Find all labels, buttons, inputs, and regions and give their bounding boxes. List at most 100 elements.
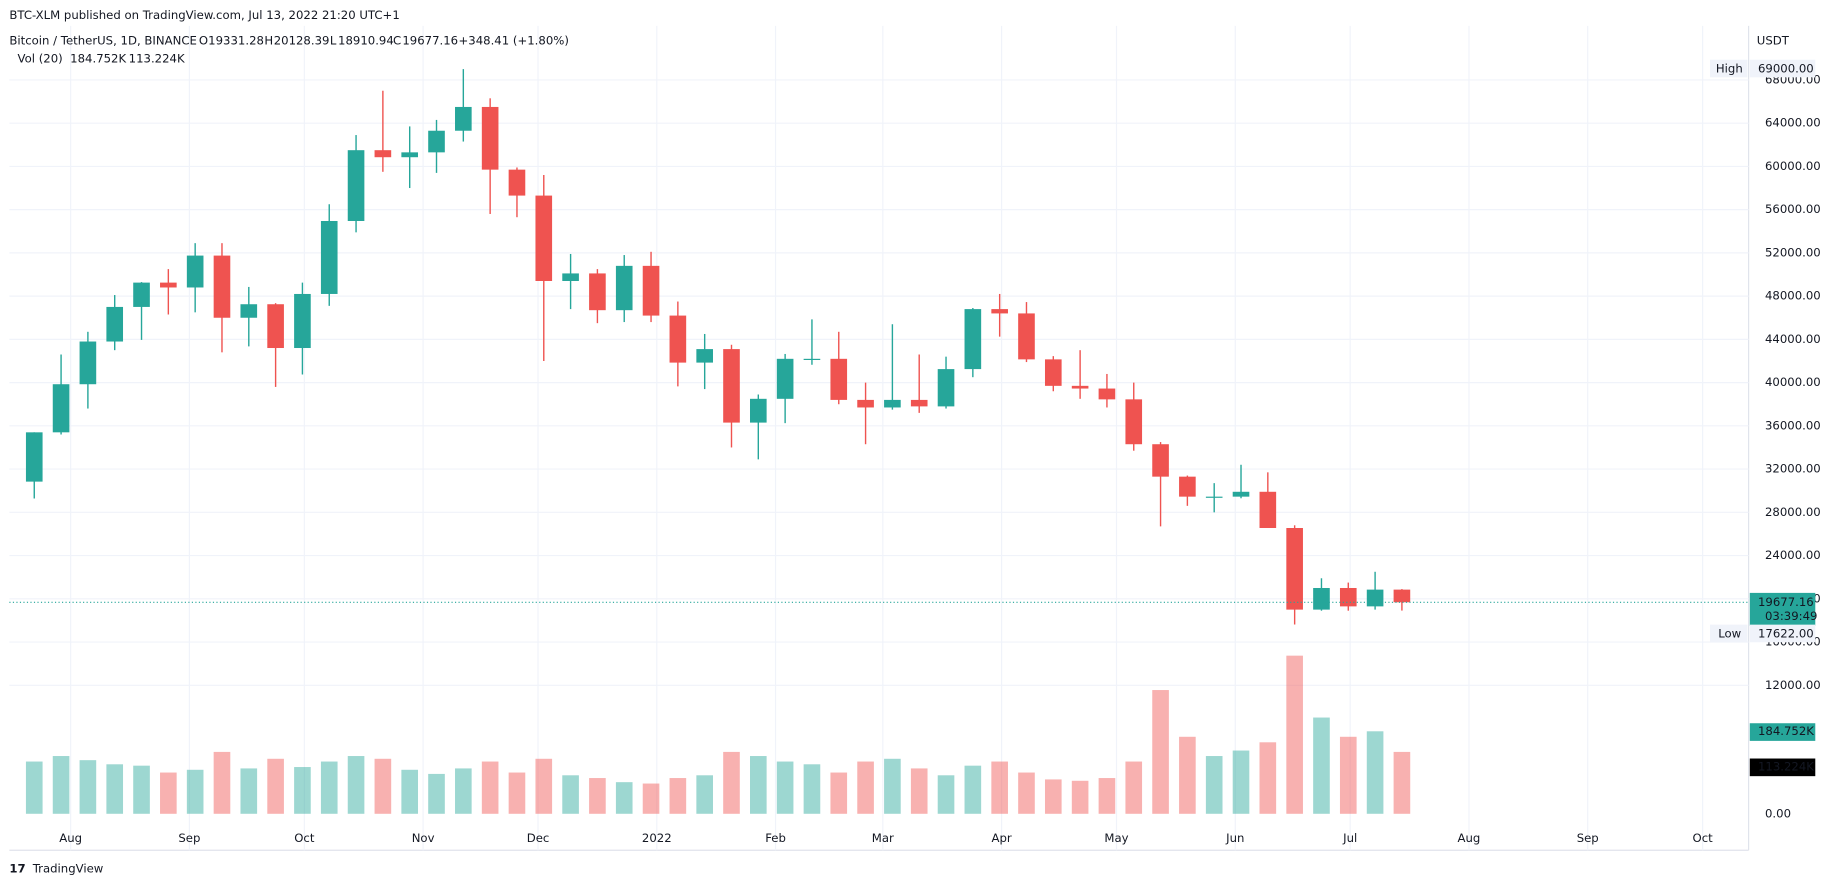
volume-bar bbox=[562, 775, 579, 814]
volume-bar bbox=[1179, 736, 1196, 814]
countdown-tag: 03:39:49 bbox=[1765, 609, 1817, 623]
vol-ma-value: 113.224K bbox=[129, 51, 185, 65]
candle-body bbox=[535, 195, 553, 281]
volume-bar bbox=[455, 768, 472, 814]
volume-bar bbox=[267, 758, 284, 814]
y-tick-label: 12000.00 bbox=[1765, 678, 1821, 692]
candle-body bbox=[669, 315, 687, 363]
low-tag-title: Low bbox=[1718, 627, 1741, 641]
y-tick-label: 32000.00 bbox=[1765, 462, 1821, 476]
candle-body bbox=[884, 399, 901, 408]
volume-bar bbox=[160, 772, 177, 814]
header-text: 19677.16 bbox=[402, 34, 458, 48]
high-tag-title: High bbox=[1716, 62, 1743, 76]
vol-tag-bg bbox=[1749, 723, 1816, 741]
candle-body bbox=[1393, 589, 1411, 603]
volume-bar bbox=[615, 782, 633, 814]
volume-bar bbox=[1205, 756, 1223, 814]
volume-bar bbox=[535, 758, 553, 814]
high-tag-value-bg bbox=[1749, 59, 1816, 78]
volume-bar bbox=[240, 768, 258, 814]
candle-body bbox=[160, 282, 177, 288]
candle-body bbox=[455, 106, 472, 131]
candle-body bbox=[52, 384, 70, 433]
volume-bar bbox=[1125, 761, 1143, 814]
candle-body bbox=[1044, 359, 1062, 386]
y-tick-label: 64000.00 bbox=[1765, 116, 1821, 130]
volume-bar bbox=[508, 772, 526, 814]
x-tick-label: Dec bbox=[527, 831, 550, 845]
brand: TradingView bbox=[32, 862, 104, 876]
vol-title: Vol (20) bbox=[18, 51, 63, 65]
candle-body bbox=[803, 358, 821, 360]
candle-body bbox=[937, 369, 955, 407]
volume-bar bbox=[133, 765, 150, 814]
candle-body bbox=[186, 255, 204, 288]
candle-body bbox=[910, 399, 928, 407]
volume-bar bbox=[1366, 731, 1384, 814]
candle-body bbox=[1125, 399, 1143, 445]
vol-tag: 184.752K bbox=[1758, 724, 1814, 738]
candle-body bbox=[1339, 587, 1357, 607]
x-tick-label: Aug bbox=[59, 831, 82, 845]
y-tick-label: 40000.00 bbox=[1765, 375, 1821, 389]
last-price-tag-bg bbox=[1749, 592, 1816, 626]
low-tag-bg bbox=[1710, 624, 1748, 643]
x-tick-label: Jun bbox=[1225, 831, 1244, 845]
y-tick-label: 60000.00 bbox=[1765, 159, 1821, 173]
x-tick-label: May bbox=[1104, 831, 1128, 845]
volume-bar bbox=[213, 751, 231, 814]
x-tick-label: Mar bbox=[872, 831, 894, 845]
published: BTC-XLM published on TradingView.com, Ju… bbox=[9, 8, 399, 22]
candle-body bbox=[964, 309, 982, 370]
x-tick-label: 2022 bbox=[642, 831, 672, 845]
volume-bar bbox=[1313, 717, 1330, 814]
x-tick-label: Feb bbox=[765, 831, 786, 845]
volume-bar bbox=[1018, 772, 1035, 814]
volume-bar bbox=[1259, 742, 1277, 814]
last-price-tag: 19677.16 bbox=[1758, 595, 1814, 609]
candle-body bbox=[723, 349, 740, 423]
x-tick-label: Oct bbox=[1693, 831, 1714, 845]
candle-body bbox=[1071, 385, 1089, 389]
header-text: 20128.39 bbox=[274, 34, 330, 48]
y-tick-label: 28000.00 bbox=[1765, 505, 1821, 519]
x-tick-label: Sep bbox=[1577, 831, 1599, 845]
x-tick-label: Apr bbox=[991, 831, 1011, 845]
volume-bar bbox=[830, 772, 848, 814]
y-tick-label: 44000.00 bbox=[1765, 332, 1821, 346]
candle-body bbox=[562, 273, 579, 281]
volume-bar bbox=[1098, 778, 1116, 814]
volume-bar bbox=[481, 761, 499, 814]
volume-bar bbox=[991, 761, 1008, 814]
volume-bar bbox=[589, 778, 606, 814]
candle-body bbox=[267, 304, 284, 349]
candle-body bbox=[830, 358, 848, 400]
candle-body bbox=[213, 255, 231, 318]
y-tick-label: 48000.00 bbox=[1765, 289, 1821, 303]
header-text: 19331.28 bbox=[208, 34, 264, 48]
candle-body bbox=[749, 398, 767, 423]
volume-bar bbox=[428, 773, 445, 814]
high-tag-bg bbox=[1710, 59, 1748, 78]
volume-bar bbox=[884, 758, 901, 814]
low-tag-value: 17622.00 bbox=[1758, 627, 1814, 641]
y-tick-label: 24000.00 bbox=[1765, 548, 1821, 562]
high-tag-value: 69000.00 bbox=[1758, 62, 1814, 76]
volume-bar bbox=[374, 758, 392, 814]
volume-bar bbox=[401, 769, 419, 814]
volume-bar bbox=[1393, 751, 1411, 814]
candle-body bbox=[1098, 388, 1116, 400]
header-text: Bitcoin / TetherUS, 1D, BINANCE bbox=[9, 34, 197, 48]
vol-value: 184.752K bbox=[70, 51, 126, 65]
volume-bar bbox=[1152, 690, 1169, 814]
candle-body bbox=[133, 282, 150, 307]
candle-body bbox=[991, 309, 1008, 314]
volume-bar bbox=[857, 761, 874, 814]
x-tick-label: Sep bbox=[178, 831, 200, 845]
logo: 𝟭𝟳 bbox=[9, 862, 25, 876]
candle-body bbox=[1259, 491, 1277, 528]
